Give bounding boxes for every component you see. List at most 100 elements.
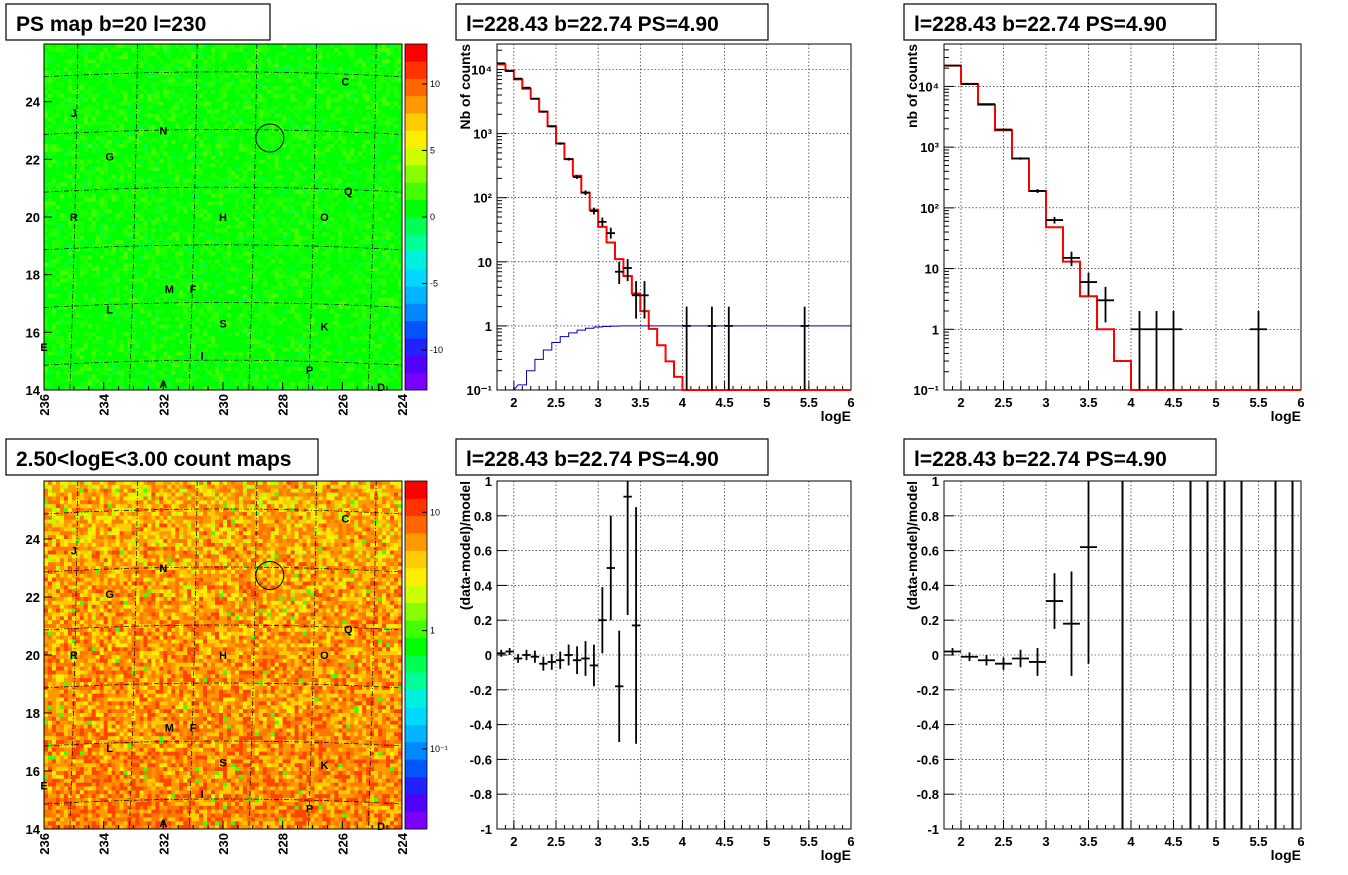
ps-map-pixel [155, 163, 160, 168]
ps-map-pixel [238, 155, 244, 160]
ps-map-pixel [250, 378, 256, 383]
ps-map-pixel [179, 236, 184, 241]
ps-map-pixel [230, 163, 236, 168]
ps-map-pixel [230, 205, 236, 210]
ps-map-pixel [111, 228, 116, 233]
ps-map-pixel [246, 44, 252, 49]
ps-map-pixel [131, 105, 136, 110]
ps-map-pixel [91, 151, 97, 156]
ps-map-pixel [191, 213, 196, 218]
ps-map-pixel [187, 197, 192, 202]
ps-map-pixel [107, 170, 112, 176]
ps-map-pixel [246, 90, 252, 95]
ps-map-pixel [67, 44, 73, 49]
ps-map-pixel [159, 224, 164, 229]
ps-map-pixel [183, 370, 188, 375]
ps-map-pixel [211, 217, 216, 222]
ps-map-pixel [159, 278, 164, 283]
ps-map-pixel [179, 128, 184, 133]
ps-map-pixel [223, 97, 228, 102]
ps-map-pixel [139, 167, 144, 172]
ps-map-pixel [183, 70, 188, 76]
ps-map-pixel [167, 293, 172, 299]
ps-map-pixel [242, 305, 248, 310]
ps-map-pixel [127, 63, 132, 68]
ps-map-pixel [143, 374, 148, 379]
ps-map-pixel [191, 193, 196, 199]
ps-map-pixel [139, 259, 144, 264]
ps-map-pixel [55, 224, 61, 229]
ps-map-pixel [155, 220, 160, 225]
ps-map-pixel [127, 247, 132, 252]
ps-map-pixel [230, 113, 236, 118]
ps-map-pixel [103, 255, 108, 260]
ps-map-pixel [83, 286, 89, 291]
ps-map-pixel [219, 220, 224, 225]
ps-map-pixel [139, 109, 144, 114]
ps-map-pixel [67, 236, 73, 241]
ps-map-pixel [63, 324, 69, 329]
ps-map-pixel [147, 151, 152, 156]
ps-map-pixel [226, 151, 232, 156]
ps-map-pixel [215, 232, 220, 237]
ps-map-pixel [262, 44, 268, 49]
ps-map-pixel [199, 220, 204, 225]
ps-map-pixel [226, 270, 232, 275]
ps-map-pixel [207, 313, 212, 318]
ps-map-pixel [223, 174, 228, 179]
ps-map-pixel [211, 174, 216, 179]
ps-map-pixel [155, 147, 160, 152]
ps-map-pixel [67, 178, 73, 183]
ps-map-pixel [87, 182, 93, 187]
ps-map-pixel [234, 313, 240, 318]
ps-map-pixel [135, 270, 140, 275]
ps-map-pixel [87, 163, 93, 168]
ps-map-pixel [207, 120, 212, 126]
ps-map-pixel [211, 159, 216, 164]
ps-map-pixel [250, 97, 256, 102]
ps-map-pixel [59, 167, 65, 172]
ps-map-pixel [95, 174, 100, 179]
ps-map-pixel [59, 270, 65, 275]
ps-map-pixel [71, 205, 77, 210]
ps-map-pixel [254, 232, 260, 237]
ps-map-pixel [226, 316, 232, 322]
ps-map-pixel [211, 336, 216, 341]
ps-map-pixel [127, 217, 132, 222]
ps-map-pixel [167, 132, 172, 137]
ps-map-pixel [95, 259, 100, 264]
ps-map-pixel [191, 197, 196, 202]
ps-map-pixel [115, 167, 120, 172]
ps-map-pixel [250, 351, 256, 356]
ps-map-pixel [143, 182, 148, 187]
ps-map-pixel [175, 282, 180, 287]
ps-map-pixel [119, 132, 124, 137]
ps-map-pixel [107, 128, 112, 133]
ps-map-pixel [171, 70, 176, 76]
ps-map-pixel [95, 170, 100, 176]
ps-map-pixel [195, 136, 200, 141]
ps-map-pixel [155, 286, 160, 291]
ps-map-pixel [242, 363, 248, 368]
ps-map-pixel [147, 293, 152, 299]
ps-map-pixel [119, 109, 124, 114]
ps-map-pixel [123, 209, 128, 214]
ps-map-pixel [175, 220, 180, 225]
ps-map-pixel [83, 70, 89, 76]
ps-map-pixel [191, 105, 196, 110]
ps-map-pixel [203, 293, 208, 299]
ps-map-pixel [99, 155, 104, 160]
ps-map-pixel [63, 293, 69, 299]
ps-map-pixel [250, 190, 256, 195]
ps-map-pixel [151, 217, 156, 222]
ps-map-pixel [262, 205, 268, 210]
ps-map-pixel [183, 205, 188, 210]
ps-map-pixel [183, 101, 188, 106]
ps-map-pixel [230, 120, 236, 126]
ps-map-pixel [262, 155, 268, 160]
ps-map-pixel [99, 328, 104, 333]
ps-map-pixel [195, 328, 200, 333]
ps-map-pixel [123, 143, 128, 149]
ps-map-pixel [55, 259, 61, 264]
ps-map-pixel [147, 282, 152, 287]
